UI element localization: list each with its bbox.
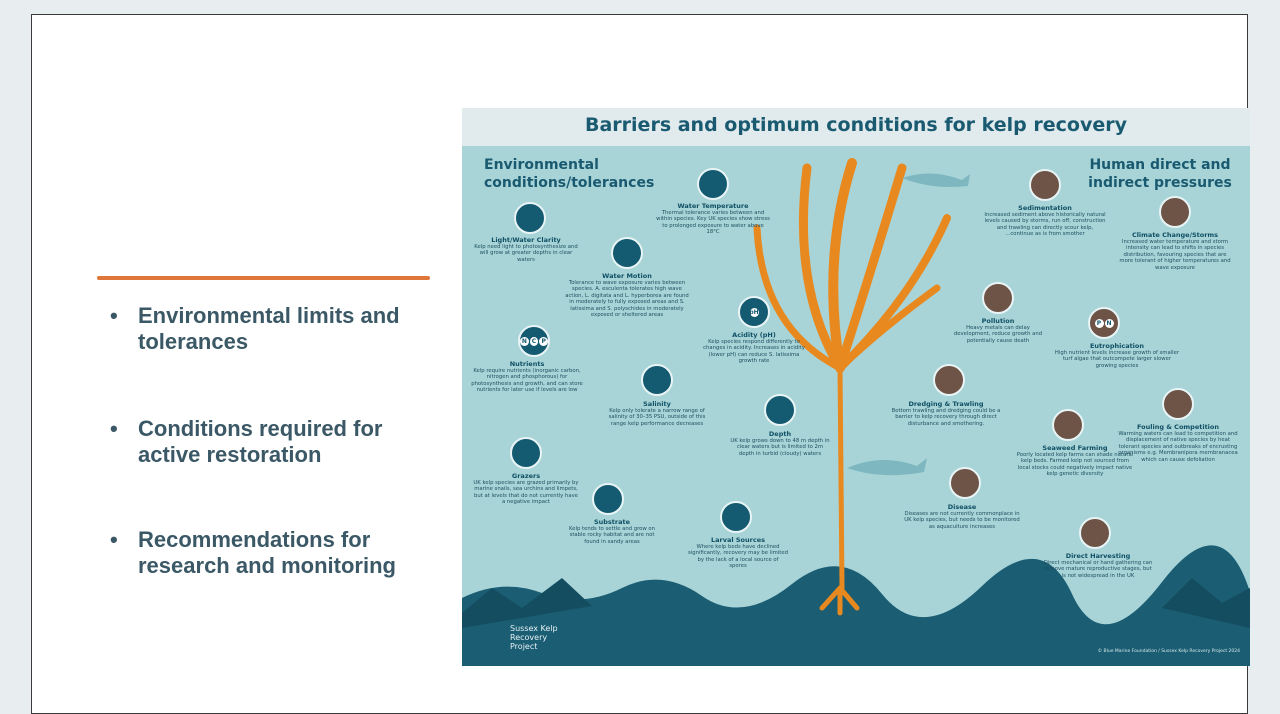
item-title: Acidity (pH) xyxy=(702,331,807,339)
bullet: Recommendations for research and monitor… xyxy=(110,527,430,579)
icon-label: N xyxy=(520,337,529,346)
divider xyxy=(97,276,430,280)
item-text: Bottom trawling and dredging could be a … xyxy=(890,408,1002,427)
dolphin xyxy=(847,458,927,475)
icon: pH xyxy=(738,296,770,328)
item-text: Diseases are not currently commonplace i… xyxy=(903,511,1021,530)
item-text: Heavy metals can delay development, redu… xyxy=(948,325,1048,344)
item-text: Kelp require nutrients (inorganic carbon… xyxy=(468,368,586,394)
item-text: Thermal tolerance varies between and wit… xyxy=(656,210,771,236)
item-title: Eutrophication xyxy=(1052,342,1182,350)
icon-label: C xyxy=(530,337,539,346)
icon xyxy=(1029,169,1061,201)
icon xyxy=(592,483,624,515)
item-title: Sedimentation xyxy=(984,204,1106,212)
item-text: Where kelp beds have declined significan… xyxy=(688,544,788,570)
item-text: Tolerance to wave exposure varies betwee… xyxy=(565,280,690,318)
icon xyxy=(514,202,546,234)
item-title: Nutrients xyxy=(468,360,586,368)
item-title: Light/Water Clarity xyxy=(471,236,581,244)
item-title: Substrate xyxy=(562,518,662,526)
section-heading: Environmental conditions/tolerances xyxy=(484,156,654,192)
icon xyxy=(697,168,729,200)
item-text: Kelp only tolerate a narrow range of sal… xyxy=(607,408,707,427)
infographic-title: Barriers and optimum conditions for kelp… xyxy=(462,114,1250,136)
page: { "slide": { "bullets": ["Environmental … xyxy=(0,0,1280,705)
logo-text: Sussex Kelp Recovery Project xyxy=(510,624,565,651)
item-title: Water Motion xyxy=(565,272,690,280)
copyright: © Blue Marine Foundation / Sussex Kelp R… xyxy=(1000,649,1240,654)
icon xyxy=(1159,196,1191,228)
item-title: Salinity xyxy=(607,400,707,408)
icon xyxy=(641,364,673,396)
bullet: Conditions required for active restorati… xyxy=(110,416,430,468)
item-title: Direct Harvesting xyxy=(1043,552,1153,560)
icon xyxy=(982,282,1014,314)
item-title: Larval Sources xyxy=(688,536,788,544)
icon xyxy=(510,437,542,469)
item-title: Climate Change/Storms xyxy=(1116,231,1234,239)
icon xyxy=(933,364,965,396)
item-title: Fouling & Competition xyxy=(1117,423,1239,431)
icon-label: P xyxy=(1095,319,1104,328)
icon xyxy=(1162,388,1194,420)
item-title: Dredging & Trawling xyxy=(890,400,1002,408)
item-text: High nutrient levels increase growth of … xyxy=(1052,350,1182,369)
item-text: UK kelp species are grazed primarily by … xyxy=(472,480,580,506)
item-title: Pollution xyxy=(948,317,1048,325)
item-text: UK kelp grows down to 48 m depth in clea… xyxy=(730,438,830,457)
icon xyxy=(611,237,643,269)
icon-label: P xyxy=(539,337,548,346)
icon xyxy=(764,394,796,426)
item-title: Water Temperature xyxy=(656,202,771,210)
item-text: Kelp tends to settle and grow on stable … xyxy=(562,526,662,545)
item-text: Kelp species respond differently to chan… xyxy=(702,339,807,365)
icon xyxy=(1052,409,1084,441)
item-title: Depth xyxy=(730,430,830,438)
icon xyxy=(1079,517,1111,549)
icon xyxy=(949,467,981,499)
bullet: Environmental limits and tolerances xyxy=(110,303,430,355)
icon xyxy=(720,501,752,533)
item-text: Warming waters can lead to competition a… xyxy=(1117,431,1239,463)
icon-label: N xyxy=(1105,319,1114,328)
item-title: Grazers xyxy=(472,472,580,480)
item-title: Disease xyxy=(903,503,1021,511)
section-heading: Human direct and indirect pressures xyxy=(1085,156,1235,192)
item-text: Kelp need light to photosynthesize and w… xyxy=(471,244,581,263)
item-text: Increased sediment above historically na… xyxy=(984,212,1106,238)
icon-label: pH xyxy=(750,308,759,317)
shark xyxy=(902,173,970,187)
item-text: Direct mechanical or hand gathering can … xyxy=(1043,560,1153,579)
item-text: Increased water temperature and storm in… xyxy=(1116,239,1234,271)
